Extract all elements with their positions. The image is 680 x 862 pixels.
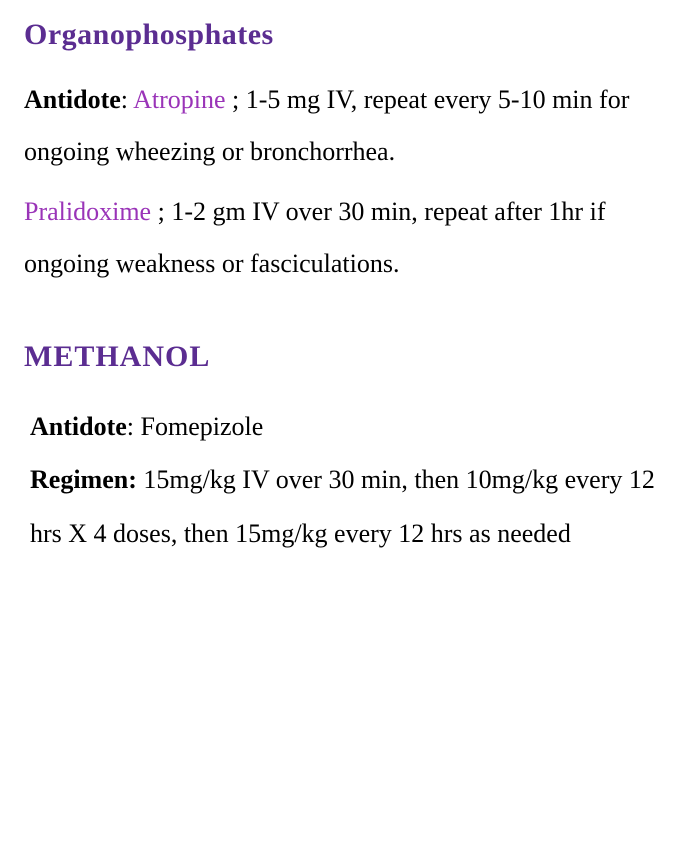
section-heading-organophosphates: Organophosphates [24, 18, 656, 52]
methanol-regimen-paragraph: Regimen: 15mg/kg IV over 30 min, then 10… [24, 453, 656, 560]
methanol-antidote-value: : Fomepizole [127, 412, 263, 441]
colon: : [121, 85, 133, 114]
antidote-label-methanol: Antidote [30, 412, 127, 441]
drug-pralidoxime: Pralidoxime [24, 197, 151, 226]
antidote-label: Antidote [24, 85, 121, 114]
organophosphates-antidote-paragraph: Antidote: Atropine ; 1-5 mg IV, repeat e… [24, 74, 656, 178]
drug-atropine: Atropine [133, 85, 225, 114]
regimen-label: Regimen: [30, 465, 137, 494]
section-heading-methanol: METHANOL [24, 340, 656, 374]
organophosphates-pralidoxime-paragraph: Pralidoxime ; 1-2 gm IV over 30 min, rep… [24, 186, 656, 290]
methanol-antidote-line: Antidote: Fomepizole [24, 400, 656, 453]
